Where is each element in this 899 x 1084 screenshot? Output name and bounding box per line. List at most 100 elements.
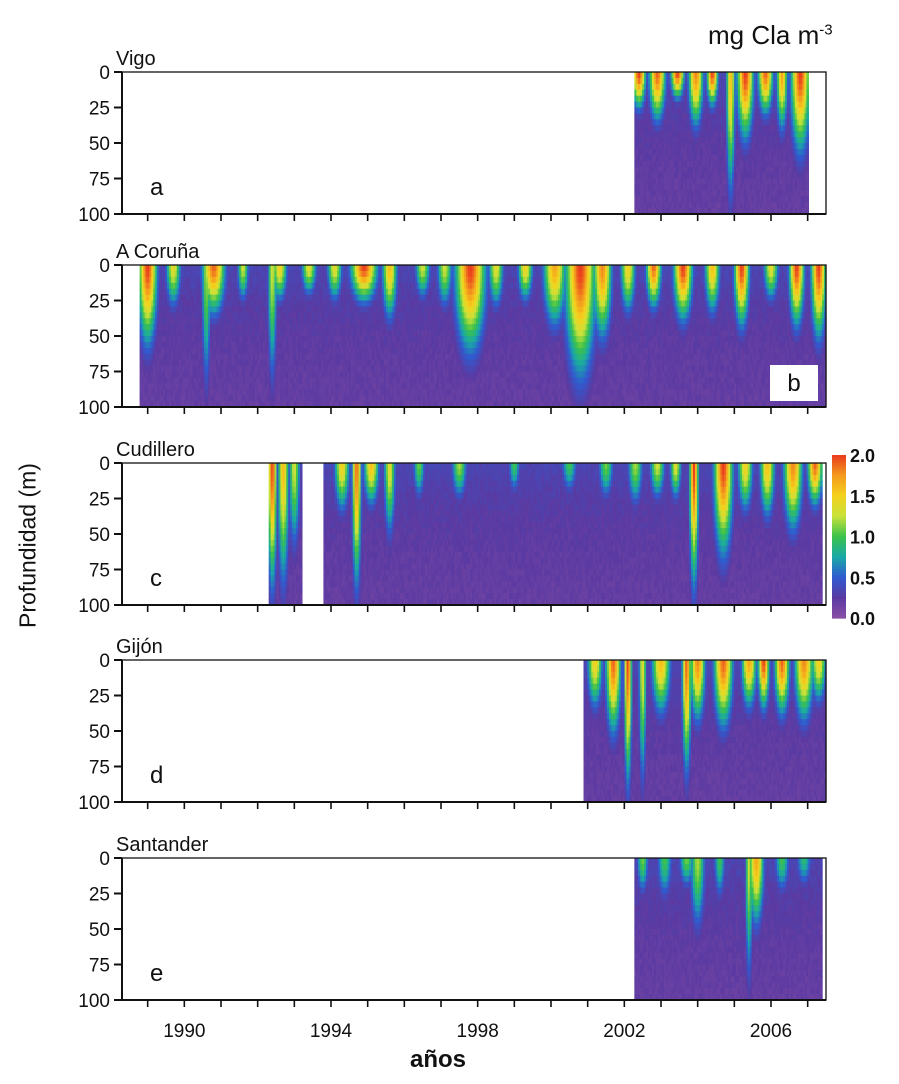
heatmap-cell [747,160,751,168]
heatmap-cell [788,113,792,120]
heatmap-cell [724,77,727,85]
heatmap-cell [704,89,708,97]
heatmap-cell [741,125,745,132]
heatmap-cell [782,107,786,115]
heatmap-cell [712,125,716,132]
heatmap-cell [741,119,745,126]
heatmap-cell [702,125,706,132]
heatmap-cell [671,202,675,209]
heatmap-cell [747,184,751,191]
heatmap-cell [759,143,763,150]
heatmap-cell [779,107,782,115]
heatmap-cell [726,166,729,174]
heatmap-cell [653,89,657,97]
heatmap-cell [769,160,772,168]
heatmap-cell [698,125,702,132]
heatmap-cell [757,137,761,144]
heatmap-cell [761,107,765,115]
heatmap-cell [738,184,741,191]
heatmap-cell [779,101,782,109]
heatmap-cell [665,113,669,120]
heatmap-cell [794,196,798,203]
heatmap-cell [788,196,792,203]
heatmap-cell [671,190,675,197]
heatmap-cell [704,148,708,156]
heatmap-cell [749,113,753,120]
heatmap-cell [730,148,733,156]
heatmap-cell [771,154,774,162]
heatmap-cell [661,131,665,138]
heatmap-cell [644,154,647,162]
heatmap-cell [726,148,729,156]
heatmap-cell [669,154,673,162]
heatmap-cell [640,89,643,97]
heatmap-cell [761,190,765,197]
heatmap-cell [712,202,716,209]
heatmap-cell [644,172,647,180]
heatmap-cell [679,89,682,97]
heatmap-cell [734,143,737,150]
heatmap-cell [734,113,737,120]
heatmap-cell [648,119,651,126]
heatmap-cell [777,113,780,120]
heatmap-cell [728,72,731,79]
heatmap-cell [777,172,780,180]
heatmap-cell [665,184,669,191]
heatmap-cell [679,137,682,144]
heatmap-cell [636,208,639,215]
heatmap-cell [796,125,800,132]
heatmap-cell [730,113,733,120]
heatmap-cell [673,95,677,103]
y-tick-label: 50 [89,134,110,155]
heatmap-cell [734,101,737,109]
heatmap-cell [724,202,727,209]
heatmap-cell [696,184,700,191]
heatmap-cell [698,143,702,150]
heatmap-cell [773,190,776,197]
heatmap-cell [757,184,761,191]
heatmap-cell [636,137,639,144]
heatmap-cell [704,113,708,120]
heatmap-cell [691,202,694,209]
heatmap-cell [648,208,651,215]
heatmap-cell [761,89,765,97]
heatmap-cell [743,131,747,138]
heatmap-cell [736,166,739,174]
heatmap-cell [761,137,765,144]
heatmap-cell [784,113,788,120]
heatmap-cell [777,95,780,103]
heatmap-cell [800,190,804,197]
heatmap-cell [679,190,682,197]
heatmap-cell [698,137,702,144]
heatmap-cell [790,208,794,215]
heatmap-cell [765,143,768,150]
heatmap-cell [677,101,680,109]
heatmap-cell [790,83,794,91]
heatmap-cell [734,95,737,103]
heatmap-cell [700,190,704,197]
heatmap-cell [718,184,721,191]
heatmap-cell [698,83,702,91]
heatmap-cell [720,95,723,103]
heatmap-cell [743,208,747,215]
heatmap-cell [769,125,772,132]
heatmap-cell [726,101,729,109]
heatmap-cell [765,184,768,191]
heatmap-cell [712,208,716,215]
heatmap-cell [655,196,659,203]
heatmap-cell [716,72,720,79]
heatmap-cell [743,72,747,79]
heatmap-cell [720,166,723,174]
heatmap-cell [704,83,708,91]
heatmap-cell [636,125,639,132]
heatmap-cell [724,125,727,132]
heatmap-cell [732,143,735,150]
heatmap-cell [796,83,800,91]
heatmap-cell [675,101,678,109]
heatmap-cell [708,196,712,203]
heatmap-cell [724,190,727,197]
heatmap-cell [782,148,786,156]
heatmap-cell [798,196,802,203]
heatmap-cell [698,77,702,85]
heatmap-cell [689,113,692,120]
